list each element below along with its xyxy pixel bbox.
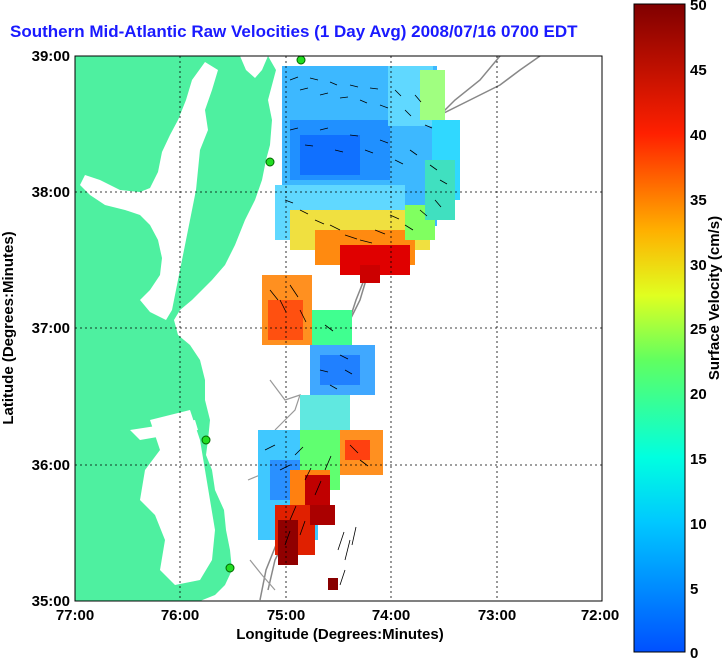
station-marker [201,435,211,445]
station-marker [296,55,306,65]
x-tick-label: 77:00 [56,607,94,624]
x-tick-label: 76:00 [161,607,199,624]
x-tick-label: 72:00 [581,607,619,624]
y-tick-label: 38:00 [32,184,70,201]
colorbar-tick-label: 15 [690,451,707,468]
colorbar-label: Surface Velocity (cm/s) [706,216,723,380]
colorbar-tick-label: 50 [690,0,707,14]
colorbar-tick-label: 5 [690,581,698,598]
colorbar-tick-label: 10 [690,516,707,533]
delaware-bay [240,56,268,78]
x-axis-ticks: 77:00 76:00 75:00 74:00 73:00 72:00 [56,607,619,624]
station-marker [225,563,235,573]
y-tick-label: 35:00 [32,593,70,610]
y-tick-label: 39:00 [32,48,70,65]
plot-frame [74,55,603,602]
current-vectors [264,76,448,586]
colorbar-ticks: 50 45 40 35 30 25 20 15 10 5 0 [690,0,707,659]
x-tick-label: 73:00 [478,607,516,624]
pamlico-sound [140,410,215,585]
albemarle-sound [130,420,198,440]
colorbar-tick-label: 25 [690,321,707,338]
colorbar-tick-label: 20 [690,386,707,403]
colorbar-tick-label: 35 [690,192,707,209]
map-title: Southern Mid-Atlantic Raw Velocities (1 … [10,22,578,41]
x-axis-label: Longitude (Degrees:Minutes) [236,626,444,643]
y-axis-ticks: 39:00 38:00 37:00 36:00 35:00 [32,48,70,610]
colorbar [633,3,686,653]
colorbar-tick-label: 30 [690,257,707,274]
colorbar-tick-label: 0 [690,645,698,659]
colorbar-tick-label: 45 [690,62,707,79]
graticule [75,56,602,601]
y-axis-label: Latitude (Degrees:Minutes) [0,231,17,424]
coastal-stations [201,55,306,573]
x-tick-label: 74:00 [372,607,410,624]
bay-water [80,62,218,320]
y-tick-label: 37:00 [32,320,70,337]
colorbar-tick-label: 40 [690,127,707,144]
station-marker [265,157,275,167]
y-tick-label: 36:00 [32,457,70,474]
x-tick-label: 75:00 [267,607,305,624]
